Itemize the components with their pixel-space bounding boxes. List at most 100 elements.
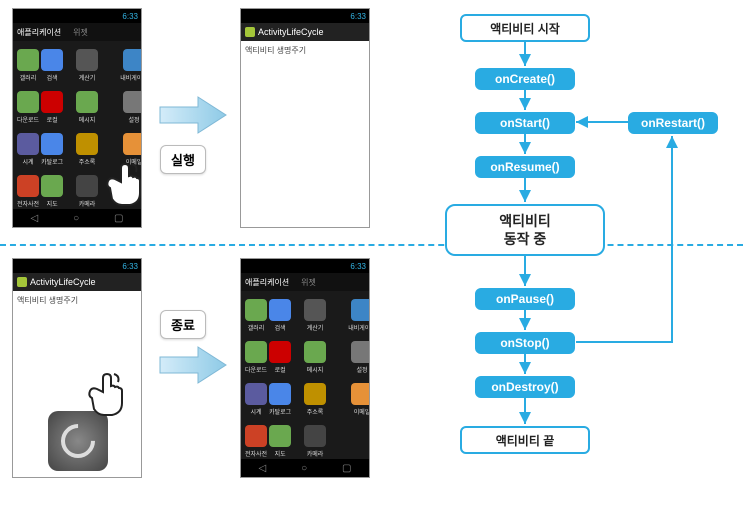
app-item[interactable]: 메시지 <box>65 87 109 127</box>
node-start: 액티비티 시작 <box>460 14 590 42</box>
app-icon <box>76 91 98 113</box>
arrow-run <box>158 95 228 135</box>
status-time: 6:33 <box>122 12 138 21</box>
app-icon <box>17 133 39 155</box>
tab-apps[interactable]: 애플리케이션 <box>245 277 289 288</box>
body-text: 액티비티 생명주기 <box>245 46 306 55</box>
node-running-text1: 액티비티 <box>499 212 551 230</box>
app-icon <box>17 91 39 113</box>
statusbar: 6:33 <box>241 259 369 273</box>
app-item[interactable]: 갤러리 <box>17 45 39 85</box>
app-label: 계산기 <box>65 73 109 82</box>
app-icon <box>269 425 291 447</box>
app-item[interactable]: 전자사전 <box>17 171 39 211</box>
app-item[interactable]: 로컬 <box>41 87 63 127</box>
node-onpause: onPause() <box>475 288 575 310</box>
node-onstop: onStop() <box>475 332 575 354</box>
diagram-root: 6:33 애플리케이션 위젯 갤러리검색계산기내비게이션다운로드로컬메시지설정시… <box>0 0 743 506</box>
hand-pointer-bottom <box>82 370 132 420</box>
app-item[interactable]: 카탈로그 <box>269 379 291 419</box>
app-label: 다운로드 <box>17 115 39 124</box>
nav-keys: ◁○▢ <box>13 209 141 227</box>
app-item[interactable]: 내비게이션 <box>339 295 369 335</box>
app-title: ActivityLifeCycle <box>30 277 96 287</box>
app-item[interactable]: 검색 <box>41 45 63 85</box>
app-item[interactable]: 다운로드 <box>245 337 267 377</box>
app-icon <box>304 299 326 321</box>
app-icon <box>17 277 27 287</box>
app-icon <box>304 383 326 405</box>
activity-body: 액티비티 생명주기 <box>241 41 369 227</box>
tab-widgets[interactable]: 위젯 <box>73 27 88 38</box>
node-onresume: onResume() <box>475 156 575 178</box>
app-item[interactable]: 계산기 <box>293 295 337 335</box>
app-item[interactable]: 지도 <box>41 171 63 211</box>
phone-activity-bottom: 6:33 ActivityLifeCycle 액티비티 생명주기 <box>12 258 142 478</box>
app-label: 검색 <box>41 73 63 82</box>
body-text: 액티비티 생명주기 <box>17 296 78 305</box>
app-item[interactable]: 카탈로그 <box>41 129 63 169</box>
app-icon <box>41 175 63 197</box>
node-running: 액티비티 동작 중 <box>445 204 605 256</box>
app-label: 전자사전 <box>17 199 39 208</box>
app-item[interactable]: 계산기 <box>65 45 109 85</box>
node-onpause-text: onPause() <box>496 292 554 306</box>
app-item[interactable]: 시계 <box>17 129 39 169</box>
app-item[interactable]: 다운로드 <box>17 87 39 127</box>
app-item[interactable]: 이메일 <box>339 379 369 419</box>
app-label: 주소록 <box>293 407 337 416</box>
app-item[interactable]: 지도 <box>269 421 291 461</box>
status-time: 6:33 <box>122 262 138 271</box>
app-icon <box>351 341 369 363</box>
status-time: 6:33 <box>350 12 366 21</box>
app-item[interactable]: 검색 <box>269 295 291 335</box>
app-label: 내비게이션 <box>339 323 369 332</box>
app-label: 검색 <box>269 323 291 332</box>
app-item[interactable]: 시계 <box>245 379 267 419</box>
tab-widgets[interactable]: 위젯 <box>301 277 316 288</box>
app-label: 지도 <box>269 449 291 458</box>
app-item[interactable]: 주소록 <box>293 379 337 419</box>
app-label: 지도 <box>41 199 63 208</box>
app-icon <box>41 91 63 113</box>
app-item[interactable]: 설정 <box>339 337 369 377</box>
app-item[interactable]: 설정 <box>111 87 141 127</box>
app-label: 카메라 <box>293 449 337 458</box>
app-item[interactable]: 메시지 <box>293 337 337 377</box>
app-label: 시계 <box>245 407 267 416</box>
app-icon <box>17 49 39 71</box>
app-icon <box>351 299 369 321</box>
app-label: 카탈로그 <box>41 157 63 166</box>
app-icon <box>41 49 63 71</box>
app-icon <box>76 175 98 197</box>
tab-apps[interactable]: 애플리케이션 <box>17 27 61 38</box>
statusbar: 6:33 <box>13 259 141 273</box>
app-item[interactable]: 내비게이션 <box>111 45 141 85</box>
app-grid: 갤러리검색계산기내비게이션다운로드로컬메시지설정시계카탈로그주소록이메일전자사전… <box>241 291 369 461</box>
app-item[interactable]: 로컬 <box>269 337 291 377</box>
app-item[interactable]: 카메라 <box>293 421 337 461</box>
node-onrestart-text: onRestart() <box>641 116 705 130</box>
app-label: 메시지 <box>293 365 337 374</box>
app-label: 설정 <box>111 115 141 124</box>
app-icon <box>123 91 141 113</box>
flowchart: 액티비티 시작 onCreate() onStart() onResume() … <box>440 10 740 496</box>
node-oncreate: onCreate() <box>475 68 575 90</box>
node-onstart: onStart() <box>475 112 575 134</box>
node-oncreate-text: onCreate() <box>495 72 555 86</box>
node-onstop-text: onStop() <box>500 336 549 350</box>
launcher-tabs: 애플리케이션 위젯 <box>13 23 141 41</box>
app-icon <box>351 429 369 451</box>
hand-pointer-top <box>100 160 150 210</box>
node-onstart-text: onStart() <box>500 116 550 130</box>
app-item[interactable] <box>339 421 369 461</box>
app-icon <box>245 383 267 405</box>
titlebar: ActivityLifeCycle <box>13 273 141 291</box>
app-icon <box>123 49 141 71</box>
titlebar: ActivityLifeCycle <box>241 23 369 41</box>
app-icon <box>269 299 291 321</box>
app-item[interactable]: 갤러리 <box>245 295 267 335</box>
node-start-text: 액티비티 시작 <box>490 20 560 37</box>
status-time: 6:33 <box>350 262 366 271</box>
app-item[interactable]: 전자사전 <box>245 421 267 461</box>
